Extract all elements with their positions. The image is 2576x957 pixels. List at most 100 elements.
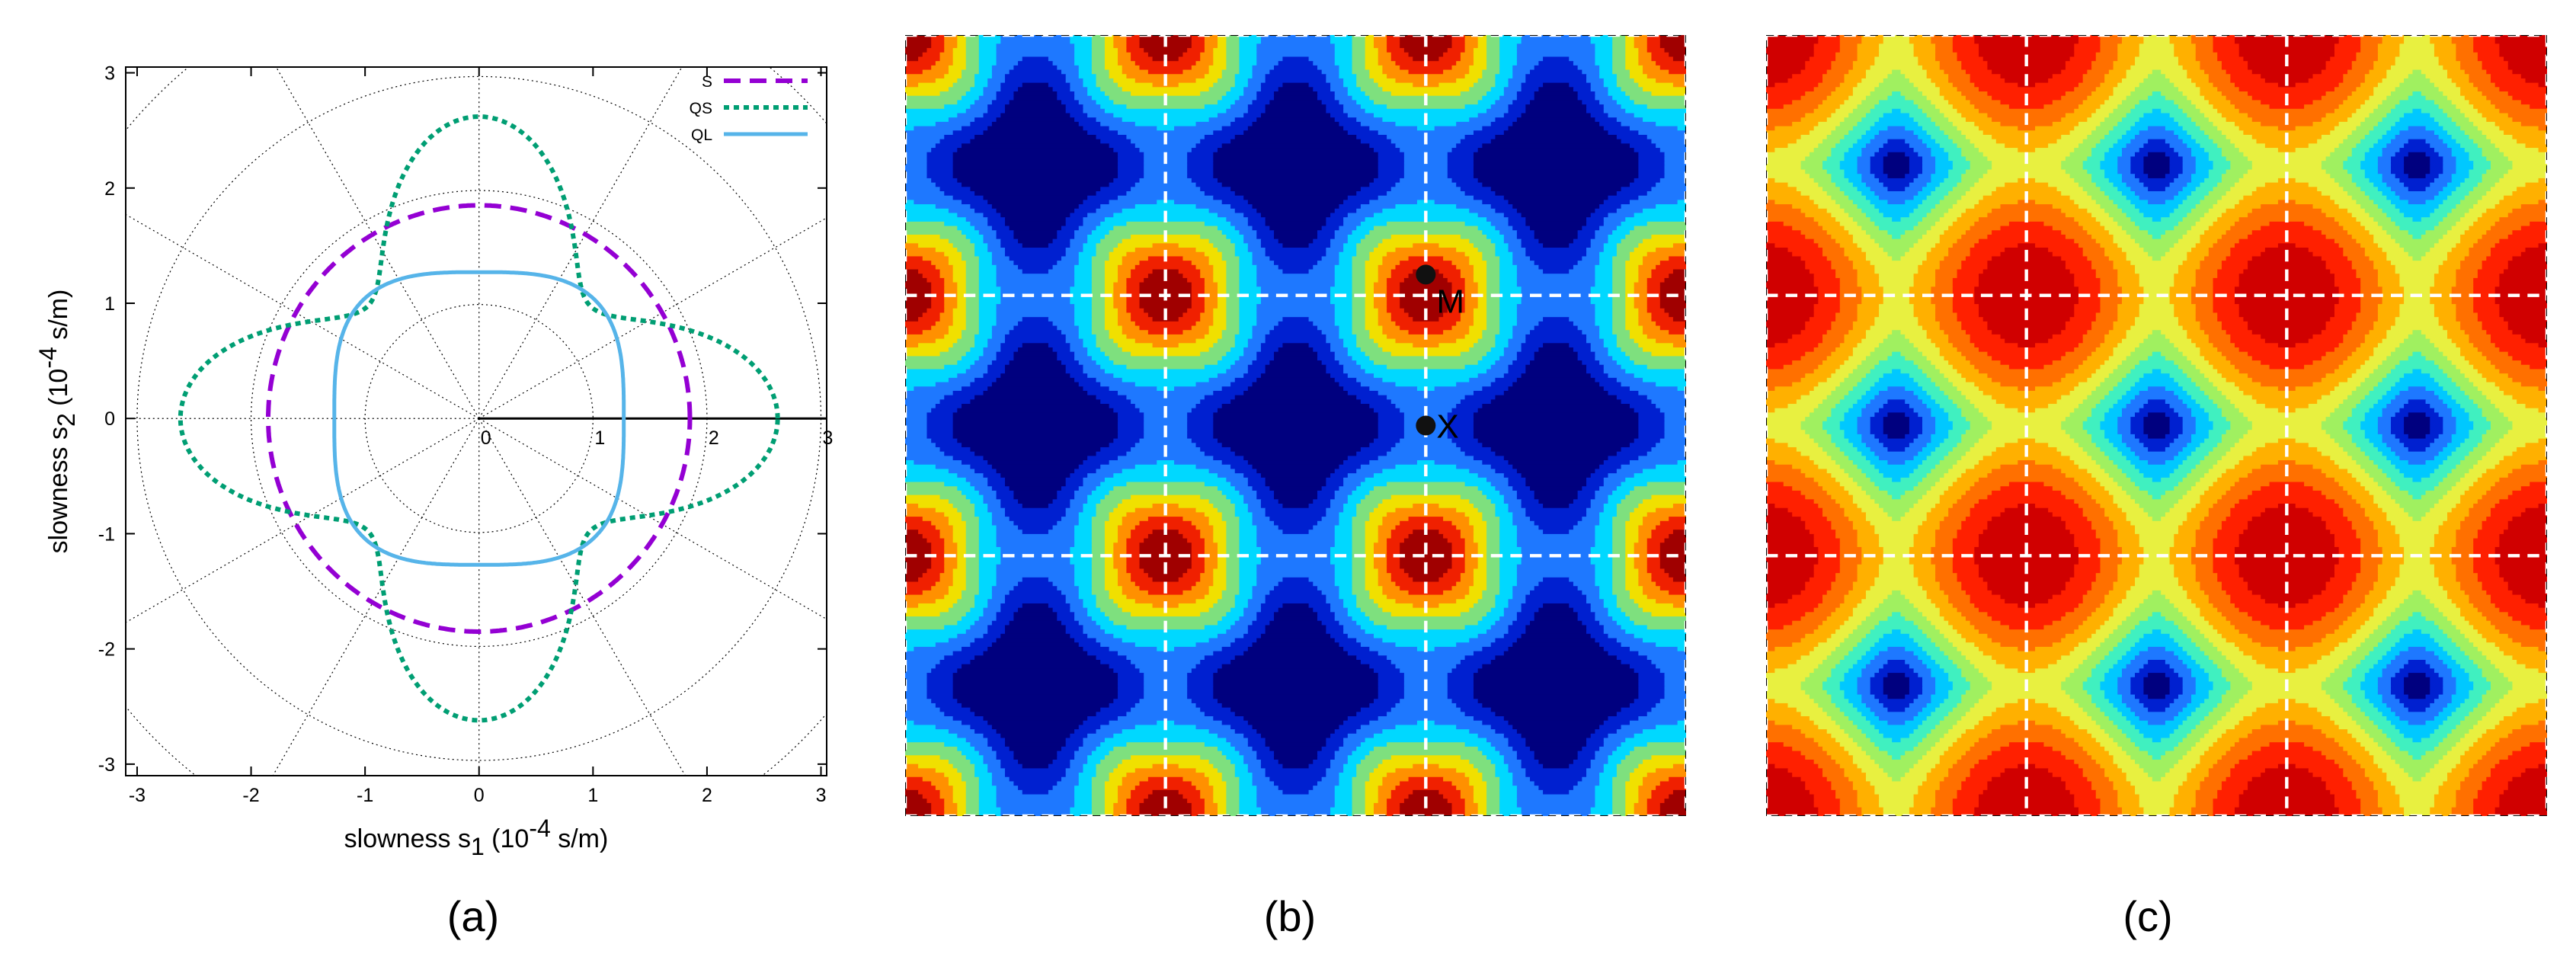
heatmap-cell (1603, 768, 1618, 773)
heatmap-cell (1247, 248, 1266, 253)
heatmap-cell (1669, 776, 1686, 783)
heatmap-cell (1634, 486, 1686, 491)
heatmap-cell (1464, 538, 1474, 543)
heatmap-cell (1265, 108, 1327, 114)
heatmap-cell (1656, 404, 1686, 409)
heatmap-cell (1612, 269, 1626, 274)
heatmap-cell (1625, 629, 1686, 635)
heatmap-cell (1669, 573, 1686, 578)
heatmap-cell (1451, 560, 1466, 565)
heatmap-cell (1378, 52, 1392, 58)
heatmap-cell (1374, 39, 1387, 45)
heatmap-cell (1091, 325, 1106, 331)
heatmap-cell (1113, 599, 1136, 604)
heatmap-cell (1499, 277, 1518, 283)
heatmap-cell (905, 530, 919, 535)
heatmap-cell (1464, 712, 1496, 717)
heatmap-cell (1499, 802, 1518, 808)
heatmap-cell (1118, 686, 1144, 691)
heatmap-cell (1078, 382, 1101, 387)
heatmap-cell (1218, 551, 1227, 557)
heatmap-cell (1378, 568, 1387, 574)
heatmap-cell (1118, 156, 1144, 162)
heatmap-cell (962, 251, 975, 258)
heatmap-cell (1052, 759, 1071, 765)
heatmap-cell (1018, 264, 1054, 270)
heatmap-cell (905, 612, 941, 617)
heatmap-cell (1087, 351, 1106, 357)
heatmap-cell (1187, 681, 1214, 687)
heatmap-cell (1473, 430, 1640, 435)
heatmap-cell (1356, 226, 1374, 231)
heatmap-cell (1321, 590, 1340, 596)
heatmap-cell (1378, 277, 1387, 283)
heatmap-cell (1226, 351, 1244, 357)
heatmap-cell (1378, 456, 1474, 461)
heatmap-cell (1134, 204, 1197, 210)
heatmap-cell (996, 48, 1075, 53)
heatmap-cell (1334, 755, 1349, 760)
heatmap-cell (1387, 712, 1466, 717)
heatmap-cell (1265, 625, 1327, 630)
heatmap-cell (1486, 568, 1500, 574)
heatmap-cell (1625, 35, 1635, 40)
heatmap-cell (1234, 763, 1249, 770)
heatmap-cell (1334, 61, 1353, 66)
heatmap-cell (1482, 69, 1500, 75)
heatmap-cell (1252, 725, 1340, 730)
heatmap-cell (922, 776, 949, 783)
heatmap-cell (1330, 499, 1349, 504)
heatmap-cell (1530, 776, 1583, 783)
heatmap-cell (1057, 325, 1080, 331)
heatmap-cell (983, 91, 997, 97)
heatmap-cell (1400, 148, 1453, 153)
heatmap-cell (978, 39, 1001, 45)
heatmap-cell (1057, 261, 1080, 266)
heatmap-cell (1482, 230, 1500, 235)
heatmap-cell (1004, 599, 1067, 604)
heatmap-cell (1126, 551, 1141, 557)
heatmap-cell (905, 633, 958, 639)
heatmap-cell (1360, 707, 1392, 713)
heatmap-cell (1122, 499, 1210, 504)
heatmap-cell (1629, 69, 1643, 75)
heatmap-cell (1204, 251, 1223, 258)
heatmap-cell (1317, 234, 1336, 240)
heatmap-cell (1330, 343, 1344, 348)
heatmap-cell (1221, 356, 1240, 361)
heatmap-cell (1469, 117, 1496, 123)
heatmap-cell (1091, 568, 1106, 574)
heatmap-cell (1343, 82, 1357, 88)
heatmap-cell (1499, 321, 1518, 327)
heatmap-cell (1226, 551, 1240, 557)
heatmap-cell (1096, 343, 1118, 348)
heatmap-cell (1595, 789, 1613, 795)
heatmap-cell (1004, 512, 1067, 517)
heatmap-cell (1118, 525, 1136, 530)
heatmap-cell (1403, 48, 1448, 53)
heatmap-cell (1616, 512, 1630, 517)
heatmap-cell (1495, 395, 1618, 401)
heatmap-cell (1434, 646, 1483, 652)
heatmap-cell (1625, 264, 1640, 270)
heatmap-cell (1134, 338, 1197, 344)
heatmap-cell (978, 564, 997, 570)
heatmap-cell (1208, 238, 1231, 245)
heatmap-cell (1091, 517, 1110, 522)
heatmap-cell (1616, 78, 1635, 84)
heatmap-cell (1625, 789, 1640, 795)
heatmap-cell (952, 686, 1118, 691)
heatmap-cell (1595, 321, 1613, 327)
heatmap-cell (1634, 299, 1648, 305)
heatmap-cell (905, 616, 962, 622)
heatmap-cell (905, 425, 928, 430)
heatmap-cell (1239, 560, 1262, 565)
heatmap-cell (1091, 794, 1106, 799)
heatmap-cell (983, 234, 997, 240)
heatmap-cell (1096, 74, 1110, 79)
heatmap-cell (987, 364, 1006, 370)
heatmap-cell (1334, 321, 1353, 327)
heatmap-cell (905, 351, 941, 357)
heatmap-cell (1091, 65, 1106, 71)
heatmap-cell (1612, 789, 1626, 795)
